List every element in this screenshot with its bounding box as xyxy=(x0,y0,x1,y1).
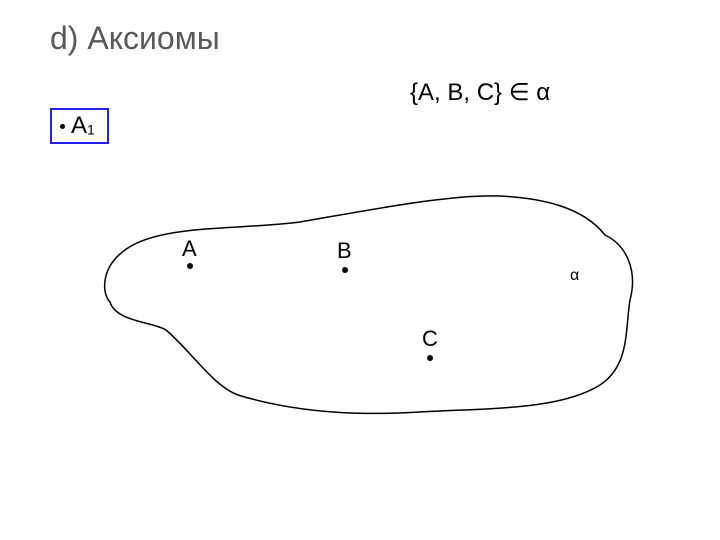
point-b xyxy=(342,267,348,273)
slide: d) Аксиомы А1 {A, B, C} ∈ α A B C α xyxy=(0,0,720,540)
plane-svg: A B C α xyxy=(70,190,650,430)
plane-label-alpha: α xyxy=(570,267,579,284)
axiom-label-main: А xyxy=(71,112,87,139)
point-label-a: A xyxy=(182,236,197,261)
axiom-a1-box: А1 xyxy=(50,108,109,144)
point-c xyxy=(427,355,433,361)
bullet-icon xyxy=(60,124,65,129)
point-label-c: C xyxy=(422,326,438,351)
slide-title: d) Аксиомы xyxy=(50,20,220,57)
axiom-label-sub: 1 xyxy=(87,121,95,137)
formula-text: {A, B, C} ∈ α xyxy=(410,78,550,107)
plane-diagram: A B C α xyxy=(70,190,650,430)
plane-region xyxy=(105,196,633,414)
point-a xyxy=(187,263,193,269)
point-label-b: B xyxy=(337,238,352,263)
